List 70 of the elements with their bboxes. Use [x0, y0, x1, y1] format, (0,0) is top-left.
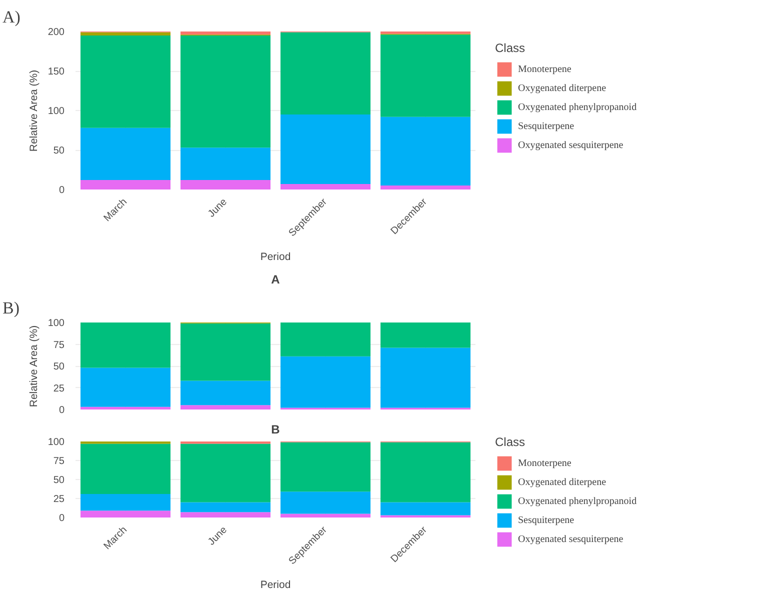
text: A) — [2, 8, 20, 26]
legend-label: Monoterpene — [518, 456, 572, 470]
bar — [80, 180, 170, 190]
bar — [380, 322, 470, 348]
bar — [180, 148, 270, 180]
bar — [280, 114, 370, 184]
bar — [80, 510, 170, 518]
legend-label: Oxygenated sesquiterpene — [518, 532, 624, 546]
bar — [180, 35, 270, 148]
bar — [380, 34, 470, 117]
y-tick-label: 100 — [48, 437, 65, 448]
y-tick-label: 0 — [58, 513, 65, 524]
bar — [280, 492, 370, 514]
bar — [380, 502, 470, 516]
bar — [180, 444, 270, 502]
y-tick-label: 100 — [48, 106, 65, 117]
bar — [80, 368, 170, 407]
chart-title: A — [271, 272, 280, 286]
bar — [380, 186, 470, 190]
y-tick-label: 200 — [48, 27, 65, 38]
legend-label: Oxygenated phenylpropanoid — [518, 100, 637, 114]
legend-title: Class — [495, 41, 526, 55]
bar — [280, 32, 370, 114]
bar — [80, 32, 170, 36]
y-tick-label: 25 — [53, 383, 65, 394]
bar — [80, 128, 170, 180]
legend-label: Monoterpene — [518, 62, 572, 76]
y-axis-title: Relative Area (%) — [28, 70, 40, 152]
bar — [180, 323, 270, 381]
bar — [280, 442, 370, 492]
y-tick-label: 50 — [53, 475, 65, 486]
bar — [80, 444, 170, 494]
text: B) — [2, 298, 20, 318]
y-tick-label: 75 — [53, 456, 65, 467]
legend-label: Oxygenated sesquiterpene — [518, 138, 624, 152]
y-tick-label: 50 — [53, 146, 65, 156]
legend-label: Oxygenated phenylpropanoid — [518, 494, 637, 508]
y-tick-label: 100 — [48, 318, 65, 329]
legend-title: Class — [495, 435, 526, 449]
bar — [80, 322, 170, 368]
x-axis-title: Period — [260, 578, 291, 591]
bar — [80, 35, 170, 128]
chart-title: B — [271, 422, 280, 436]
legend-label: Oxygenated diterpene — [518, 82, 606, 96]
bar — [180, 512, 270, 518]
bar — [280, 322, 370, 356]
bar — [180, 180, 270, 190]
bar — [280, 514, 370, 518]
y-tick-label: 0 — [58, 185, 65, 196]
bar — [180, 380, 270, 406]
bar — [280, 184, 370, 190]
y-tick-label: 0 — [58, 405, 65, 416]
y-tick-label: 75 — [53, 340, 65, 351]
y-tick-label: 50 — [53, 362, 65, 372]
legend-label: Sesquiterpene — [518, 514, 574, 528]
bar — [80, 406, 170, 410]
y-tick-label: 150 — [48, 66, 65, 78]
bar — [380, 116, 470, 186]
x-axis-title: Period — [260, 250, 291, 263]
bar — [180, 502, 270, 512]
bar — [280, 356, 370, 408]
bar — [380, 348, 470, 408]
bar — [80, 494, 170, 511]
bar — [380, 442, 470, 502]
legend-label: Sesquiterpene — [518, 120, 574, 134]
bar — [180, 405, 270, 410]
y-tick-label: 25 — [53, 494, 65, 505]
bar — [180, 32, 270, 35]
legend-label: Oxygenated diterpene — [518, 476, 606, 490]
y-axis-title: Relative Area (%) — [28, 325, 40, 408]
